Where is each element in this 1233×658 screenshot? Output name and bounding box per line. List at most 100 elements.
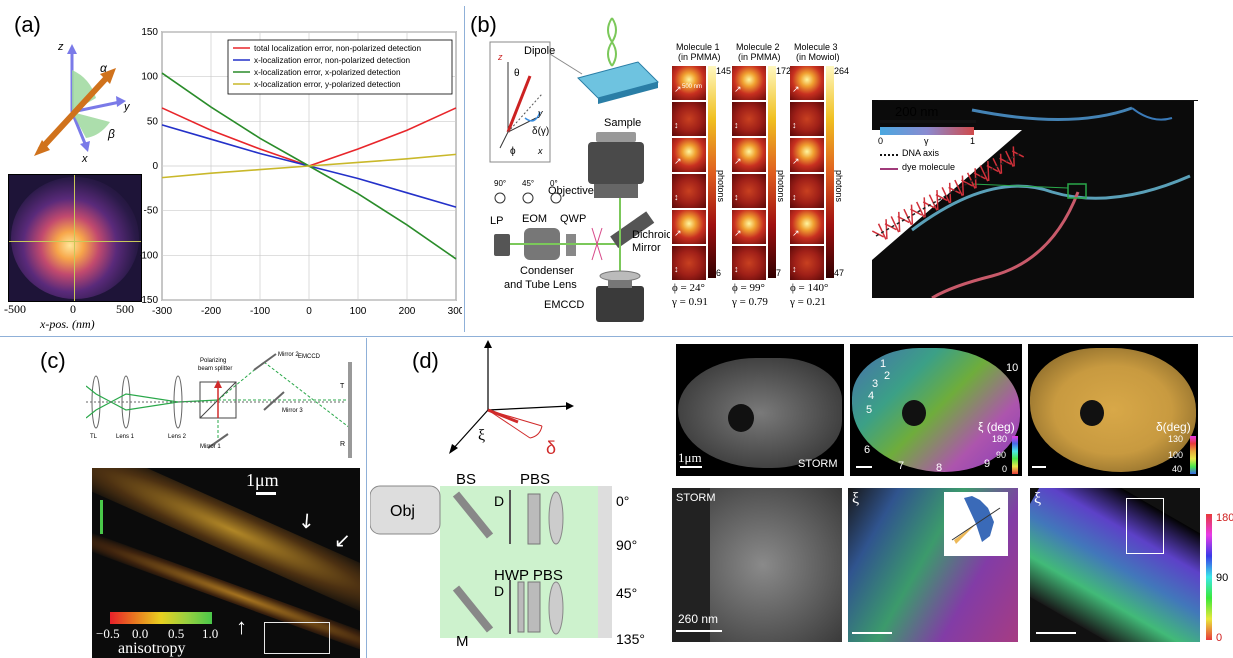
polarization-splitting-diagram: ξ δ Obj BS PBS HWP PBS D D M 0° 90° 45° … [370,340,645,650]
storm-label: STORM [798,458,838,470]
dna-scale-label: 200 nm [895,104,939,119]
polarization-arrow-icon [100,500,103,534]
dye-orientation-mark [916,201,925,218]
colorbar-min: 7 [776,268,782,278]
molecule-frame [732,174,766,208]
x-tick-label: 100 [350,306,367,317]
axes-3d-diagram: z y x α β [34,41,131,165]
colorbar-max: 145 [716,66,732,76]
region-number: 10 [1006,362,1019,374]
region-number: 7 [898,460,905,472]
polarization-arrow-icon: ↗ [734,156,742,166]
y-axis-label: y [123,101,131,113]
colorbar-max: 264 [834,66,850,76]
alpha-label: α [100,61,108,75]
molecule-scale-label: 500 nm [682,84,703,90]
gamma-colorbar-1: 1 [970,136,976,146]
storm-scale-bar [680,466,702,468]
polarization-arrow-icon: ↗ [674,84,682,94]
dye-orientation-mark [987,160,990,181]
molecule-title: Molecule 2 [736,42,780,52]
region-number: 4 [868,390,875,402]
molecule-medium: (in Mowiol) [796,52,840,62]
xi-orientation-image [850,344,1022,476]
polarization-arrow-icon: ↗ [734,228,742,238]
psf-tick-0: 0 [70,302,76,316]
x-tick-label: -300 [152,306,172,317]
region-number: 8 [936,462,943,474]
molecule-frame [732,246,766,280]
molecule-frame [672,66,706,100]
anisotropy-tick-neg05: −0.5 [96,626,120,641]
y-tick-label: 50 [147,116,159,127]
xi-zoom-scale-bar [852,632,892,634]
dna-axis-key [880,154,898,156]
lens1-label: Lens 1 [116,434,135,440]
xi-zoom-image [848,488,1018,642]
dye-orientation-mark [954,179,964,197]
dna-axis-label: DNA axis [902,148,940,158]
x-axis-label: x [81,153,88,165]
separator-vertical-top [464,6,465,332]
polarization-arrow-icon: ↕ [734,120,739,130]
gamma-colorbar-0: 0 [878,136,884,146]
molecule-gamma: γ = 0.79 [732,296,768,308]
emccd-label: EMCCD [544,299,584,311]
xi-zoom2-label: ξ [1034,490,1042,507]
delta-deg-label: δ(deg) [1156,420,1191,434]
panel-label-c: (c) [40,348,66,373]
storm-zoom-scale-bar [676,630,722,632]
panel-label-d: (d) [412,348,439,373]
xi-scale-bar [856,466,872,468]
xi-zoom-tick-180: 180 [1216,512,1233,524]
series-line-3 [161,153,457,179]
molecule-gamma: γ = 0.91 [672,296,708,308]
tl-label: TL [90,434,98,440]
gamma-colorbar-gamma: γ [924,136,929,146]
molecule-medium: (in PMMA) [678,52,721,62]
legend-entry-0: total localization error, non-polarized … [254,44,421,53]
angle-135-label: 135° [616,631,645,647]
colorbar-min: 6 [716,268,722,278]
polarization-arrow-icon: ↗ [734,84,742,94]
polarization-arrow-icon: ↕ [734,192,739,202]
storm-zoom-image [672,488,842,642]
eom-label: EOM [522,213,547,225]
polarization-arrow-icon: ↗ [792,228,800,238]
region-number: 6 [864,444,871,456]
delta-gamma-label: δ(γ) [532,126,549,137]
condenser-line1: Condenser [520,265,574,277]
photon-colorbar [708,66,716,278]
dye-orientation-mark [961,179,974,187]
svg-text:x: x [537,146,543,156]
z-axis-label: z [57,41,64,53]
sample-label: Sample [604,117,641,129]
pbs1-label: PBS [520,471,550,488]
emccd-label-c: EMCCD [298,354,321,360]
polarization-arrow-icon: ↕ [674,264,679,274]
delta-image [1028,344,1198,476]
legend-entry-2: x-localization error, x-polarized detect… [254,68,401,77]
molecule-frame [790,66,824,100]
separator-horizontal [0,336,1233,337]
photons-label: photons [716,170,726,203]
photon-colorbar [826,66,834,278]
dye-orientation-mark [935,194,948,202]
polarization-arrow-icon: ↕ [792,192,797,202]
psf-xlabel: x-pos. (nm) [40,317,95,331]
dye-orientation-mark [910,204,914,225]
region-number: 5 [866,404,873,416]
molecule-frame [732,210,766,244]
svg-text:y: y [537,108,543,118]
polarization-arrow-icon: ↕ [674,192,679,202]
y-tick-label: 150 [141,27,158,38]
storm-scale-label: 1μm [678,450,702,465]
obj-label: Obj [390,503,415,520]
molecule-frame [790,102,824,136]
molecule-frame [672,246,706,280]
photons-label: photons [834,170,844,203]
y-tick-label: 100 [141,72,158,83]
x-tick-label: -100 [250,306,270,317]
polarization-arrow-icon: ↕ [792,264,797,274]
delta-label: δ [546,438,556,458]
